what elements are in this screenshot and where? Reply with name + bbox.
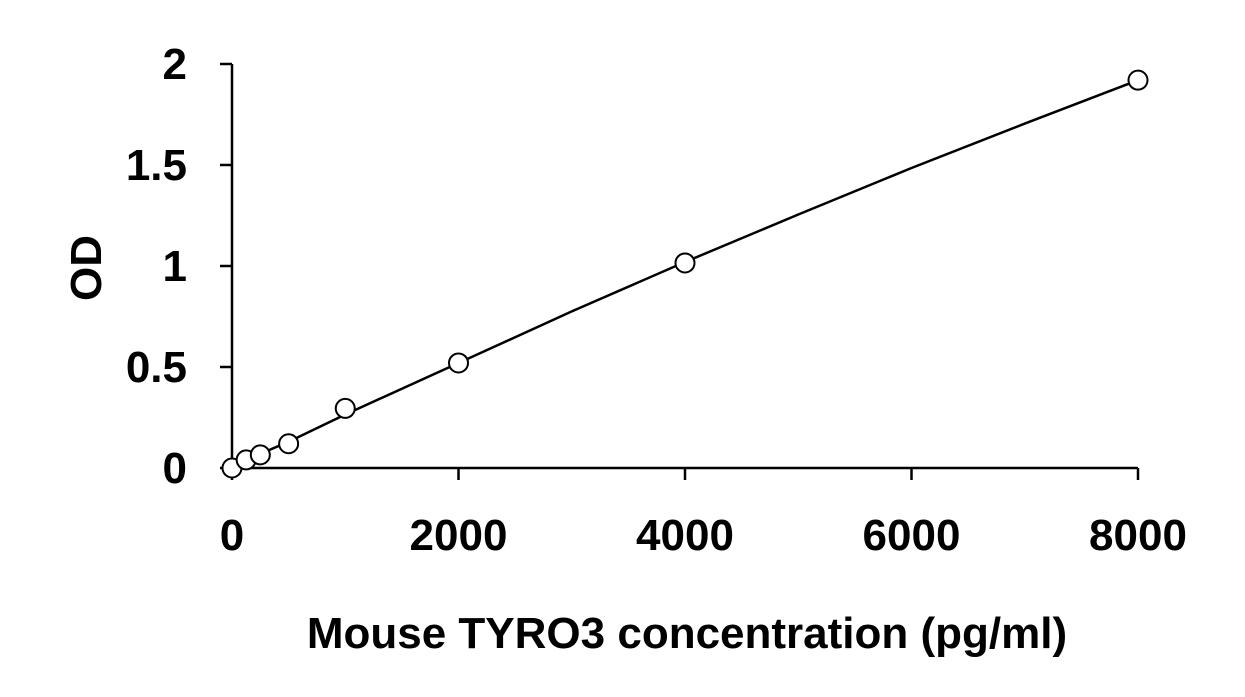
data-point (674, 252, 696, 274)
y-tick-label: 2 (163, 40, 187, 89)
y-tick-label: 1.5 (126, 141, 187, 190)
x-tick-label: 8000 (1089, 511, 1187, 560)
plot-area (221, 69, 1149, 479)
x-tick-label: 6000 (863, 511, 961, 560)
data-point (278, 433, 300, 455)
data-point (1127, 69, 1149, 91)
x-tick-label: 0 (220, 511, 244, 560)
x-axis-title: Mouse TYRO3 concentration (pg/ml) (307, 609, 1067, 658)
data-point (334, 397, 356, 419)
x-tick-label: 4000 (636, 511, 734, 560)
x-tick-label: 2000 (410, 511, 508, 560)
y-tick-label: 0.5 (126, 343, 187, 392)
data-point (249, 444, 271, 466)
y-tick-label: 0 (163, 444, 187, 493)
data-point (448, 352, 469, 374)
y-ticks: 0 0.5 1 1.5 2 (126, 40, 232, 493)
x-ticks: 0 2000 4000 6000 8000 (220, 468, 1187, 560)
y-tick-label: 1 (163, 242, 187, 291)
fit-curve (231, 79, 1139, 468)
y-axis-title: OD (62, 235, 111, 301)
